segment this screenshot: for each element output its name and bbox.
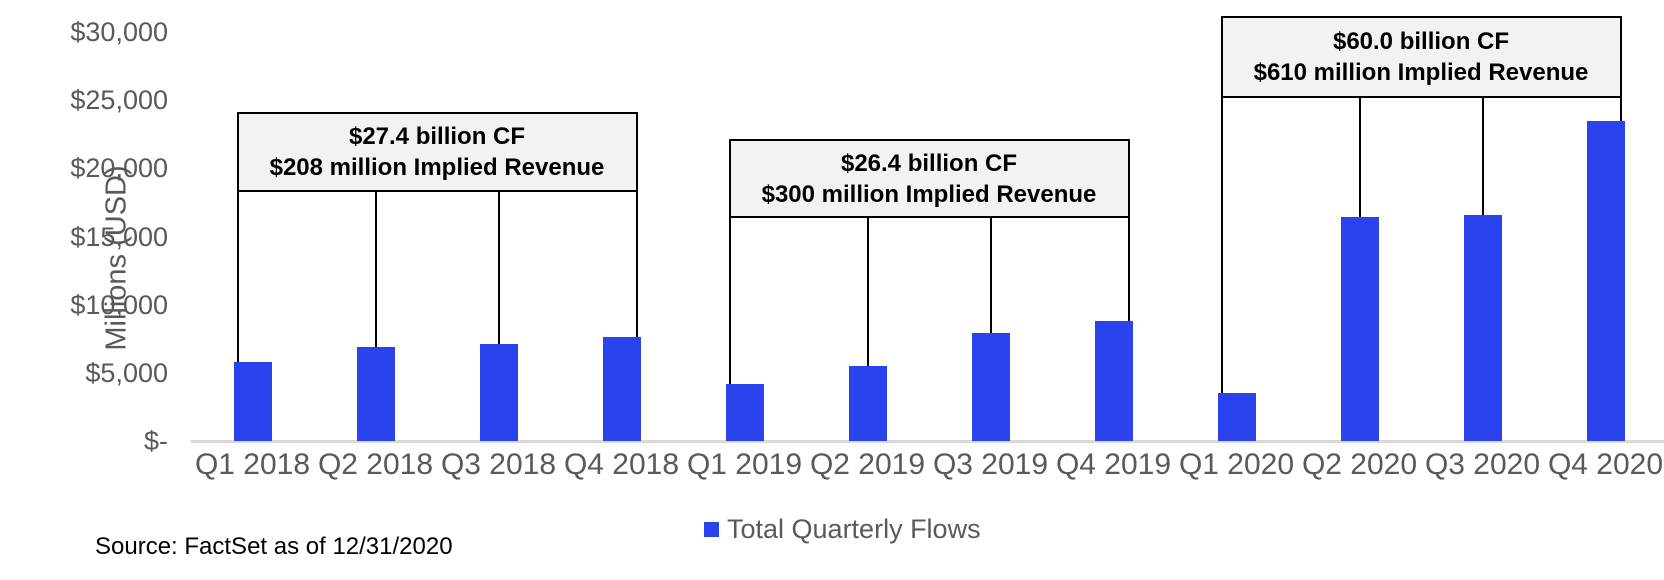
source-note: Source: FactSet as of 12/31/2020 — [95, 533, 453, 560]
y-tick-label: $25,000 — [70, 85, 168, 116]
x-tick-label: Q2 2019 — [809, 448, 926, 481]
annotation-cf-line: $26.4 billion CF — [840, 149, 1018, 177]
annotation-cf-line: $60.0 billion CF — [1332, 28, 1510, 55]
x-tick-label: Q3 2020 — [1424, 448, 1541, 481]
annotation-box-2: $26.4 billion CF $300 million Implied Rev… — [728, 139, 1130, 218]
annotation-connector — [1127, 218, 1130, 322]
annotation-connector — [728, 218, 731, 384]
y-tick-label: $20,000 — [70, 153, 168, 184]
y-tick-label: $30,000 — [70, 17, 168, 47]
y-tick-label: $10,000 — [70, 289, 168, 320]
annotation-box-3: $60.0 billion CF $610 million Implied Rev… — [1220, 16, 1622, 98]
y-tick-label: $- — [143, 426, 168, 456]
annotation-connector — [1481, 98, 1484, 215]
x-tick-label: Q2 2018 — [317, 448, 434, 481]
bar-q3-2020 — [1463, 214, 1502, 441]
x-tick-label: Q4 2019 — [1055, 448, 1172, 481]
y-tick-label: $15,000 — [70, 221, 168, 252]
bar-q2-2020 — [1340, 217, 1379, 441]
annotation-connector — [1220, 98, 1223, 394]
annotation-connector — [635, 192, 638, 338]
bar-q3-2018 — [479, 344, 518, 441]
legend-swatch-icon — [704, 522, 719, 537]
y-tick-label: $5,000 — [85, 357, 168, 388]
annotation-connector — [374, 192, 377, 347]
bar-q1-2018 — [233, 361, 272, 441]
bar-q4-2020 — [1586, 120, 1625, 441]
annotation-revenue-line: $208 million Implied Revenue — [269, 154, 605, 181]
x-tick-label: Q1 2019 — [686, 448, 803, 481]
annotation-connector — [1619, 98, 1622, 121]
annotation-connector — [1358, 98, 1361, 218]
annotation-revenue-line: $300 million Implied Revenue — [761, 180, 1097, 208]
annotation-revenue-line: $610 million Implied Revenue — [1253, 59, 1589, 86]
bar-q4-2018 — [602, 337, 641, 441]
x-tick-label: Q3 2019 — [932, 448, 1049, 481]
x-tick-label: Q1 2018 — [194, 448, 311, 481]
annotation-connector — [866, 218, 869, 367]
annotation-box-1: $27.4 billion CF $208 million Implied Rev… — [236, 112, 638, 192]
x-tick-label: Q2 2020 — [1301, 448, 1418, 481]
annotation-connector — [236, 192, 239, 362]
bar-q2-2019 — [848, 366, 887, 441]
x-tick-label: Q1 2020 — [1178, 448, 1295, 481]
annotation-connector — [989, 218, 992, 334]
bar-q1-2019 — [725, 383, 764, 441]
legend-label: Total Quarterly Flows — [727, 514, 981, 544]
annotation-connector — [497, 192, 500, 345]
y-axis-title: Millions (USD) — [100, 165, 133, 351]
annotation-cf-line: $27.4 billion CF — [348, 123, 526, 150]
x-tick-label: Q4 2018 — [563, 448, 680, 481]
legend: Total Quarterly Flows — [704, 514, 981, 545]
bar-q4-2019 — [1094, 321, 1133, 441]
x-tick-label: Q3 2018 — [440, 448, 557, 481]
x-tick-label: Q4 2020 — [1547, 448, 1664, 481]
bar-q3-2019 — [971, 333, 1010, 441]
x-axis-line — [191, 440, 1664, 443]
bar-q1-2020 — [1217, 393, 1256, 441]
bar-q2-2018 — [356, 346, 395, 441]
